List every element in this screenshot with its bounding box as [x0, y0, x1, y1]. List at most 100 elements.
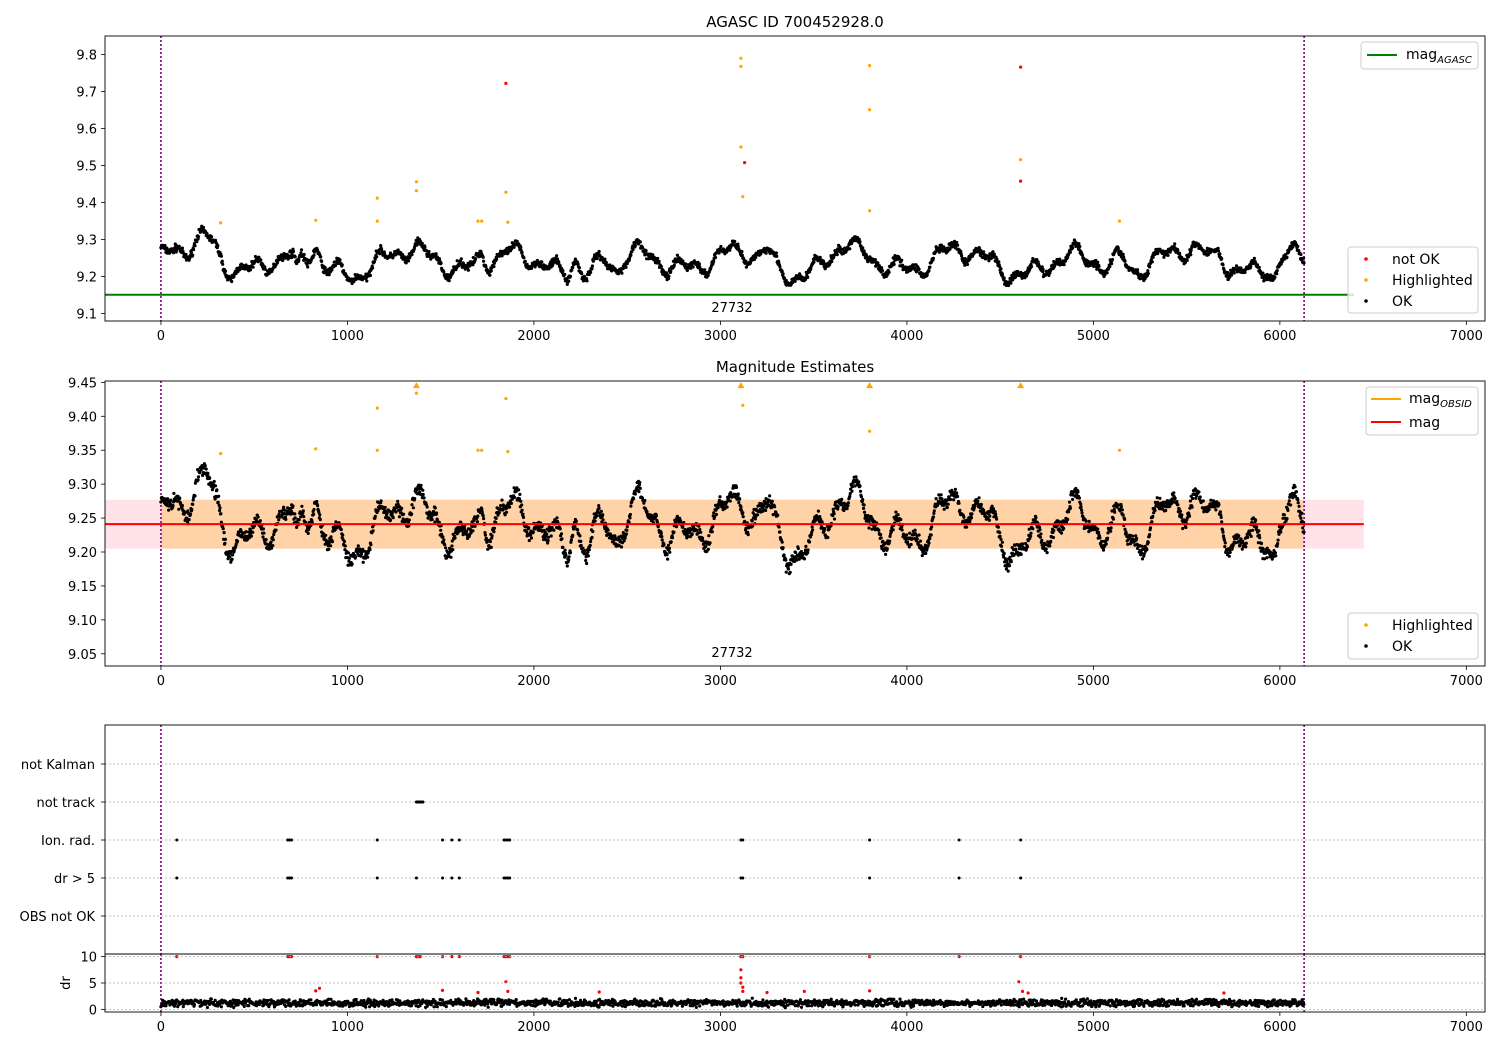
ok-point	[368, 548, 372, 552]
ok-point	[913, 528, 917, 532]
ok-point	[1029, 534, 1033, 539]
ok-point	[421, 492, 425, 497]
ok-point	[347, 559, 351, 563]
ok-point	[212, 479, 216, 484]
ok-point	[559, 532, 564, 536]
ok-point	[877, 528, 881, 533]
ok-point	[1135, 536, 1139, 540]
ok-point	[848, 247, 852, 251]
ok-point	[786, 567, 791, 571]
ok-point	[1297, 248, 1301, 253]
ok-point	[1151, 255, 1155, 259]
ok-point	[187, 518, 191, 522]
ok-point	[177, 244, 181, 248]
ok-point	[1052, 528, 1056, 533]
ok-point	[347, 556, 351, 560]
ok-point	[861, 246, 865, 250]
ok-point	[406, 259, 411, 263]
ok-point	[514, 489, 518, 493]
ok-point	[1189, 253, 1193, 257]
ok-point	[1111, 517, 1115, 521]
ok-point	[295, 525, 299, 530]
ok-point	[1059, 531, 1064, 535]
ok-point	[523, 259, 527, 263]
ok-point	[700, 536, 705, 540]
ok-point	[1126, 542, 1130, 546]
ok-point	[781, 272, 785, 276]
ok-point	[171, 251, 176, 255]
ok-point	[867, 526, 871, 530]
ok-point	[1068, 506, 1072, 510]
ok-point	[1131, 534, 1135, 538]
ok-point	[272, 533, 276, 537]
ok-point	[219, 254, 223, 258]
ok-point	[312, 253, 316, 257]
ok-point	[716, 505, 720, 510]
ok-point	[320, 259, 324, 263]
ok-point	[670, 536, 675, 540]
ok-point	[249, 534, 253, 538]
ok-point	[780, 540, 784, 544]
ok-point	[900, 528, 904, 532]
ok-point	[733, 239, 737, 244]
ok-point	[711, 524, 715, 529]
ok-point	[1071, 497, 1075, 501]
ok-point	[712, 511, 716, 515]
ok-point	[574, 519, 578, 523]
ok-point	[987, 259, 991, 263]
ok-point	[1187, 514, 1192, 518]
ok-point	[1299, 252, 1303, 257]
ok-point	[1079, 502, 1083, 506]
agasc-magnitude-panel: 0 1000 2000 3000 4000 5000 6000 70009.19.29.39.…	[76, 35, 1486, 344]
ok-point	[230, 557, 234, 562]
ok-point	[583, 549, 587, 553]
ok-point	[1058, 257, 1062, 261]
ok-point	[293, 512, 297, 516]
ok-point	[962, 515, 966, 519]
ok-point	[1218, 510, 1222, 514]
ok-point	[816, 509, 821, 513]
ok-point	[965, 525, 969, 529]
ok-point	[1121, 252, 1125, 256]
ok-point	[230, 279, 234, 284]
ok-point	[567, 558, 571, 562]
ok-point	[780, 269, 784, 273]
ok-point	[410, 252, 414, 257]
ok-point	[1185, 258, 1189, 262]
ok-point	[204, 467, 208, 471]
ok-point	[884, 552, 888, 557]
ok-point	[1217, 502, 1221, 507]
ok-point	[899, 517, 903, 522]
ok-point	[334, 520, 338, 524]
ok-point	[1178, 509, 1183, 513]
ok-point	[1071, 246, 1075, 250]
ok-point	[184, 252, 188, 257]
ok-point	[862, 503, 866, 507]
ok-point	[400, 506, 404, 510]
ok-point	[675, 253, 680, 257]
ok-point	[385, 511, 389, 515]
ok-point	[447, 279, 451, 283]
ok-point	[368, 273, 372, 278]
ok-point	[1110, 262, 1114, 266]
ok-point	[917, 267, 921, 271]
ok-point	[262, 531, 266, 535]
ok-point	[970, 512, 974, 516]
ok-point	[1146, 269, 1150, 273]
ok-point	[1110, 509, 1114, 513]
ok-point	[1123, 527, 1127, 531]
ok-point	[1098, 536, 1102, 540]
ok-point	[1025, 545, 1029, 549]
ok-point	[546, 535, 551, 539]
ok-point	[589, 270, 593, 274]
ok-point	[213, 497, 217, 501]
ok-point	[483, 531, 487, 535]
ok-point	[595, 256, 599, 261]
panel2-title: Magnitude Estimates	[716, 358, 874, 376]
ok-point	[196, 235, 201, 239]
ok-point	[1221, 530, 1225, 534]
ok-point	[1020, 542, 1025, 546]
ok-point	[330, 540, 334, 544]
ok-point	[341, 533, 345, 537]
ok-point	[1105, 271, 1109, 275]
